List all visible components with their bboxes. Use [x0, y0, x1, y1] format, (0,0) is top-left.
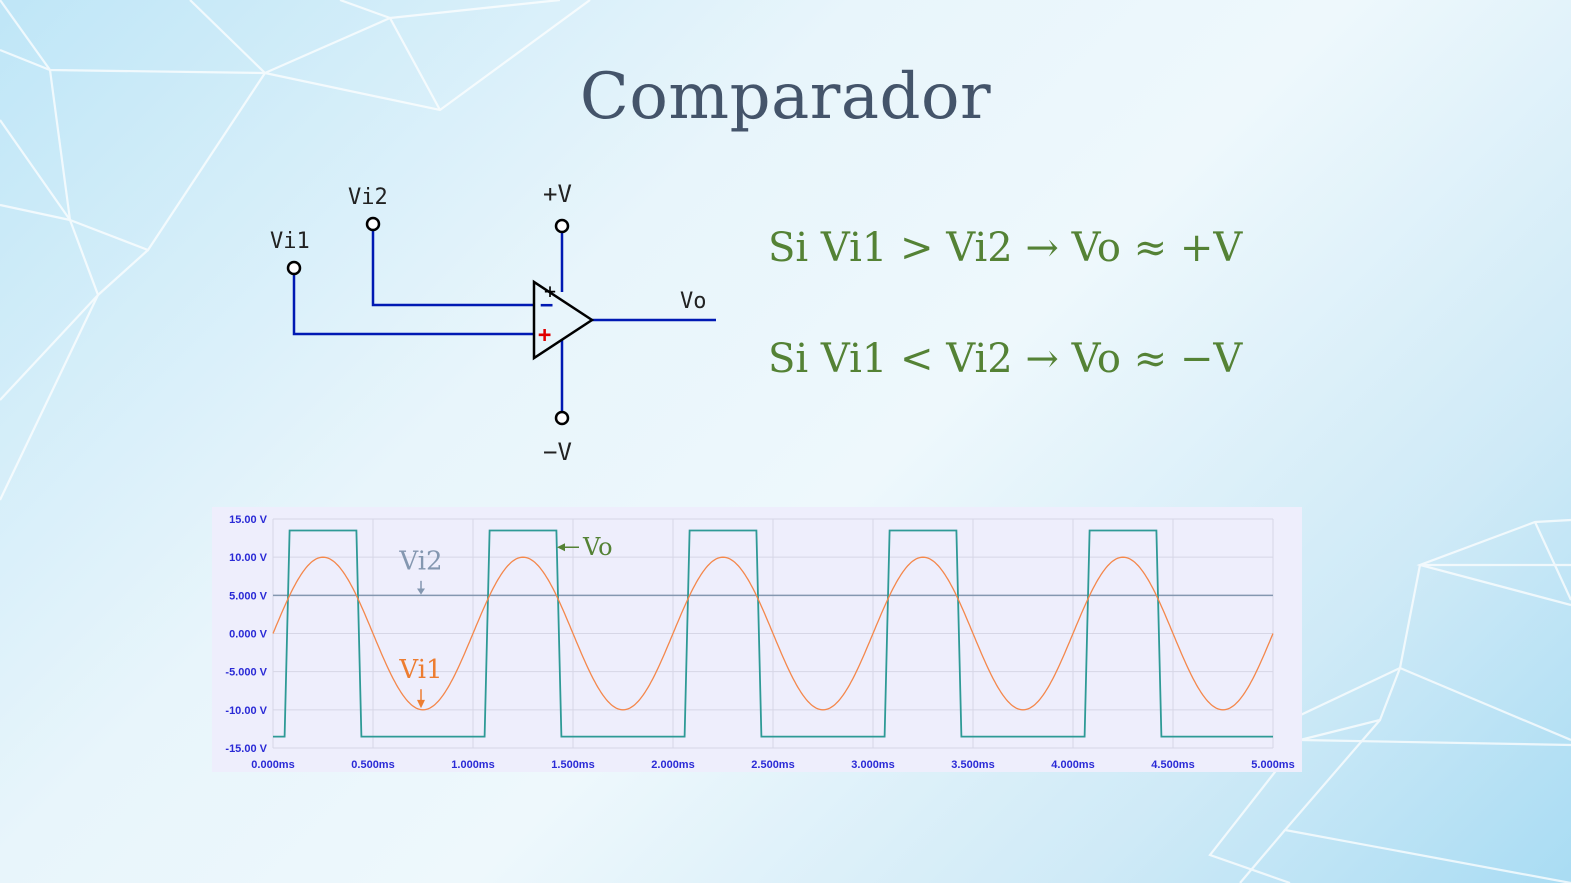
x-tick-label: 4.000ms [1051, 759, 1094, 771]
x-tick-label: 3.000ms [851, 759, 894, 771]
x-tick-label: 0.500ms [351, 759, 394, 771]
vi2-terminal [365, 216, 381, 232]
vi2-wire [371, 230, 534, 307]
series-vo-line [273, 529, 1273, 738]
y-tick-label: -10.00 V [225, 705, 267, 717]
waveform-chart: 0.000ms 0.500ms 1.000ms 1.500ms 2.000ms 2.500… [212, 507, 1302, 772]
vi1-label: Vi1 [270, 229, 310, 254]
y-tick-label: 10.00 V [229, 552, 268, 564]
slide-title: Comparador [579, 60, 992, 134]
rule-vi1-less: Si Vi1 < Vi2 → Vo ≈ −V [768, 336, 1243, 382]
opamp-noninverting-sign: + [538, 323, 551, 348]
opamp-inverting-sign: − [540, 293, 553, 318]
x-tick-label: 2.000ms [651, 759, 694, 771]
vi1-arrowhead-icon [417, 699, 425, 709]
vplus-label: +V [543, 180, 572, 208]
vminus-label: −V [543, 438, 572, 466]
x-tick-label: 2.500ms [751, 759, 794, 771]
vo-annotation: Vo [582, 533, 613, 561]
x-tick-label: 1.000ms [451, 759, 494, 771]
y-tick-label: -15.00 V [225, 743, 267, 755]
x-tick-label: 0.000ms [251, 759, 294, 771]
vi1-wire [292, 274, 534, 336]
opamp-supply-sign: + [544, 279, 556, 303]
y-tick-label: 0.000 V [229, 629, 268, 641]
opamp-triangle [532, 279, 595, 361]
y-tick-label: 15.00 V [229, 514, 268, 526]
vi1-annotation: Vi1 [398, 655, 442, 685]
y-tick-label: -5.000 V [225, 667, 267, 679]
rule-vi1-greater: Si Vi1 > Vi2 → Vo ≈ +V [768, 225, 1243, 271]
vplus-terminal [554, 218, 570, 234]
x-tick-label: 1.500ms [551, 759, 594, 771]
x-tick-label: 3.500ms [951, 759, 994, 771]
vo-arrowhead-icon [557, 543, 565, 552]
y-tick-label: 5.000 V [229, 590, 268, 602]
comparator-circuit: + − + Vi2 Vi1 +V −V Vo [270, 180, 716, 466]
series-vi1-line [272, 556, 1274, 711]
vo-label: Vo [680, 289, 707, 314]
vi1-terminal [286, 260, 302, 276]
x-tick-label: 4.500ms [1151, 759, 1194, 771]
vminus-terminal [554, 410, 570, 426]
vi2-annotation: Vi2 [398, 546, 442, 576]
vi2-arrowhead-icon [417, 588, 425, 595]
x-tick-label: 5.000ms [1251, 759, 1294, 771]
vi2-label: Vi2 [348, 185, 388, 210]
